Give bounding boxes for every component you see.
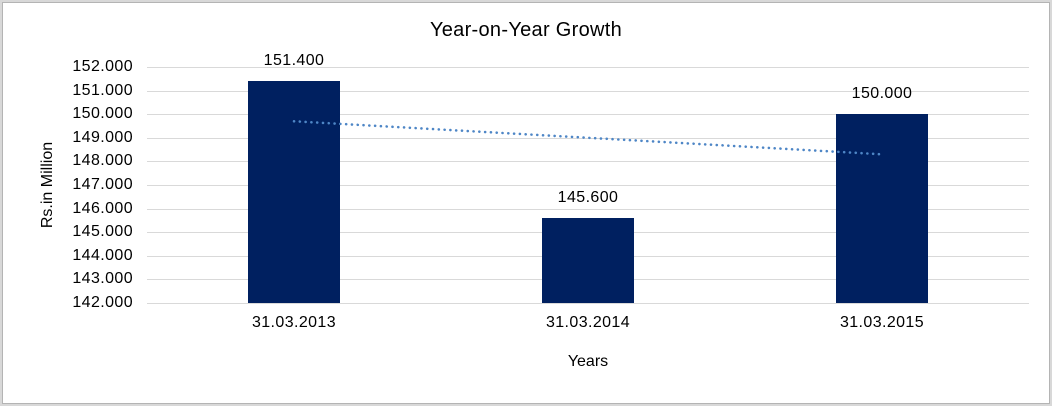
x-tick-label: 31.03.2013 — [251, 314, 337, 331]
bar — [836, 114, 928, 303]
x-tick-label: 31.03.2015 — [839, 314, 925, 331]
bar — [542, 218, 634, 303]
y-tick-label: 142.000 — [72, 294, 133, 311]
chart-title: Year-on-Year Growth — [429, 19, 623, 41]
y-tick-label: 146.000 — [72, 199, 133, 217]
y-tick-label: 143.000 — [72, 270, 133, 288]
y-tick-label: 145.000 — [72, 223, 133, 241]
y-tick-label: 149.000 — [72, 128, 133, 146]
y-tick-label: 148.000 — [72, 152, 133, 170]
bar — [248, 81, 340, 303]
y-tick-label: 147.000 — [72, 176, 133, 193]
y-tick-label: 150.000 — [72, 105, 133, 123]
y-tick-label: 151.000 — [72, 81, 133, 99]
gridline — [147, 303, 1029, 304]
y-tick-label: 144.000 — [72, 246, 133, 264]
y-tick-label: 152.000 — [72, 58, 133, 75]
value-label: 145.600 — [557, 189, 619, 207]
trendline — [292, 119, 884, 156]
value-label: 150.000 — [851, 85, 913, 103]
x-axis-title: Years — [567, 353, 609, 370]
x-tick-label: 31.03.2014 — [545, 314, 631, 331]
value-label: 151.400 — [263, 52, 325, 70]
